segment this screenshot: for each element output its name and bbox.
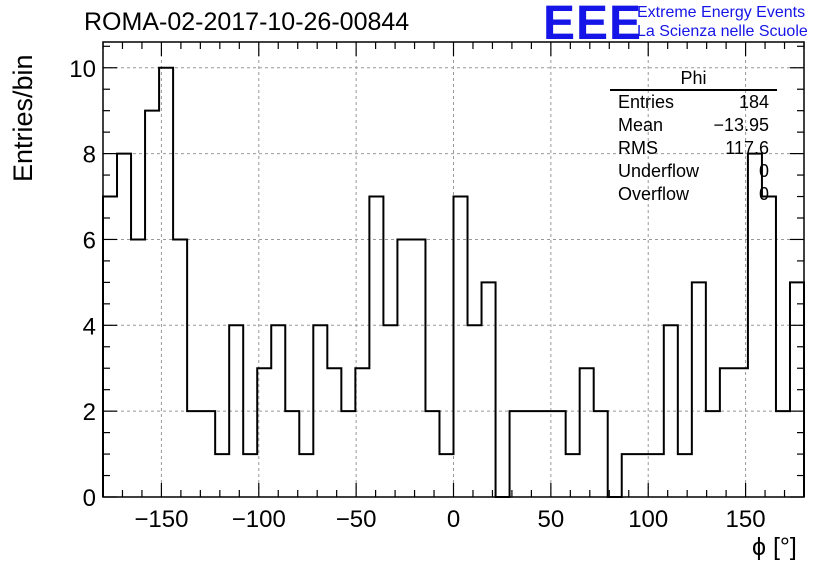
histogram-bin (510, 411, 524, 497)
histogram-bin (538, 411, 552, 497)
stats-label: RMS (618, 138, 658, 158)
stats-value: 0 (758, 184, 769, 204)
x-tick-label: 0 (447, 506, 460, 533)
histogram-bin (341, 411, 355, 497)
histogram-bin (243, 454, 257, 497)
histogram-series (102, 66, 805, 498)
histogram-bin (173, 239, 187, 497)
histogram-bin (678, 454, 692, 497)
stats-row: Mean −13.95 (610, 114, 777, 137)
histogram-bin (411, 239, 425, 497)
y-tick-label: 8 (83, 142, 96, 169)
y-tick-label: 10 (69, 56, 96, 83)
histogram-bin (439, 454, 453, 497)
x-tick-label: −100 (232, 506, 286, 533)
stats-row: Underflow 0 (610, 160, 777, 183)
histogram-bin (355, 368, 369, 497)
x-tick-label: −150 (134, 506, 188, 533)
histogram-bin (257, 368, 271, 497)
x-tick-label: 50 (538, 506, 565, 533)
histogram-bin (327, 368, 341, 497)
histogram-bin (692, 282, 706, 497)
stats-label: Overflow (618, 184, 690, 204)
histogram-bin (299, 454, 313, 497)
stats-row: Overflow 0 (610, 183, 777, 206)
stats-label: Mean (618, 115, 664, 135)
y-tick-label: 4 (83, 313, 96, 340)
stats-box: Phi Entries 184 Mean −13.95 RMS 117.6 Under… (610, 68, 777, 206)
histogram-bin (397, 239, 411, 497)
histogram-bin (580, 368, 594, 497)
stats-value: −13.95 (713, 115, 769, 135)
histogram-bin (524, 411, 538, 497)
x-tick-label: 150 (726, 506, 766, 533)
histogram-bin (201, 411, 215, 497)
histogram-bin (145, 111, 159, 497)
histogram-bin (215, 454, 229, 497)
x-axis-label: ϕ [°] (752, 533, 797, 561)
histogram-bin (762, 197, 776, 497)
histogram-bin (706, 411, 720, 497)
histogram-bin (776, 411, 790, 497)
histogram-bin (650, 454, 664, 497)
stats-row: Entries 184 (610, 91, 777, 114)
histogram-bin (594, 411, 608, 497)
histogram-bin (369, 197, 383, 497)
histogram-bin (425, 411, 439, 497)
y-tick-label: 2 (83, 399, 96, 426)
eee-logo: EEE (543, 0, 643, 50)
histogram-bin (566, 454, 580, 497)
histogram-bin (552, 411, 566, 497)
logo-caption: Extreme Energy Events La Scienza nelle S… (637, 3, 808, 41)
histogram-bin (131, 239, 145, 497)
logo-line1: Extreme Energy Events (637, 4, 806, 21)
stats-title: Phi (610, 68, 777, 91)
x-tick-label: −50 (336, 506, 377, 533)
histogram-bin (187, 411, 201, 497)
stats-label: Underflow (618, 161, 700, 181)
histogram-bin (285, 411, 299, 497)
stats-row: RMS 117.6 (610, 137, 777, 160)
stats-value: 117.6 (725, 138, 769, 158)
histogram-bin (482, 282, 496, 497)
chart-title: ROMA-02-2017-10-26-00844 (84, 8, 410, 36)
y-tick-label: 0 (83, 485, 96, 512)
histogram-bin (454, 197, 468, 497)
y-axis-label: Entries/bin (8, 54, 38, 182)
stats-value: 0 (758, 161, 769, 181)
histogram-bin (720, 368, 734, 497)
stats-label: Entries (618, 92, 675, 112)
x-tick-label: 100 (628, 506, 668, 533)
y-tick-label: 6 (83, 227, 96, 254)
stats-value: 184 (738, 92, 769, 112)
logo-line2: La Scienza nelle Scuole (637, 23, 808, 40)
